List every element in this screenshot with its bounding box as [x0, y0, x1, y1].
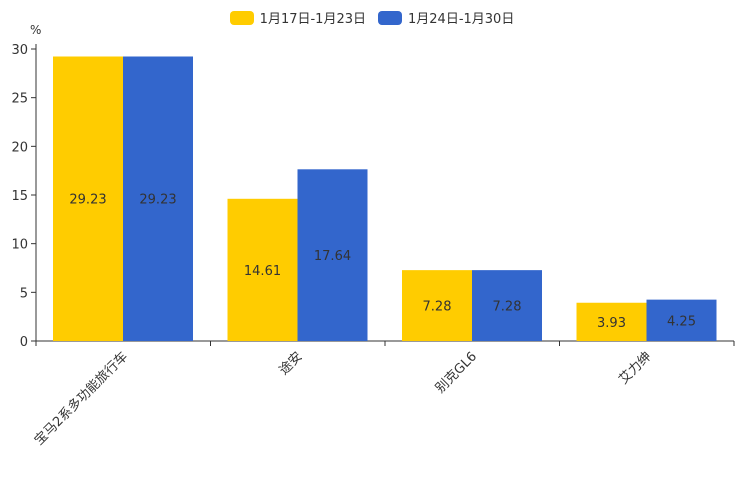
bar-data-label: 14.61 [244, 264, 281, 279]
legend-swatch-series-2 [378, 10, 402, 25]
bar-1 [402, 270, 472, 341]
y-tick-label: 20 [11, 140, 28, 155]
x-tick-label: 艾力绅 [616, 349, 654, 387]
y-tick-label: 0 [20, 335, 28, 350]
bar-data-label: 29.23 [69, 193, 106, 208]
x-tick-label: 途安 [276, 349, 306, 379]
y-tick-label: 10 [11, 238, 28, 253]
legend-swatch-series-1 [229, 10, 254, 25]
legend: 1月17日-1月23日 1月24日-1月30日 [0, 8, 744, 27]
legend-label-series-2: 1月24日-1月30日 [408, 12, 515, 27]
x-tick-label: 别克GL6 [433, 349, 480, 396]
bar-2 [472, 270, 542, 341]
bar-data-label: 17.64 [314, 249, 351, 264]
bar-data-label: 4.25 [667, 314, 696, 329]
bar-2 [297, 169, 368, 341]
bar-data-label: 3.93 [597, 316, 626, 331]
x-tick-label: 宝马2系多功能旅行车 [31, 349, 131, 449]
y-tick-label: 30 [11, 43, 28, 58]
bar-data-label: 7.28 [493, 300, 522, 315]
bar-1 [227, 198, 298, 341]
bar-1 [576, 302, 647, 341]
y-tick-label: 15 [11, 189, 28, 204]
legend-label-series-1: 1月17日-1月23日 [259, 12, 366, 27]
legend-item-series-1[interactable]: 1月17日-1月23日 [229, 8, 366, 27]
bar-2 [123, 56, 193, 342]
bar-2 [646, 299, 717, 341]
y-axis-unit: % [30, 23, 41, 37]
y-tick-label: 25 [11, 92, 28, 107]
bar-data-label: 7.28 [423, 300, 452, 315]
bar-1 [53, 56, 123, 342]
legend-item-series-2[interactable]: 1月24日-1月30日 [378, 8, 514, 27]
bar-data-label: 29.23 [139, 193, 176, 208]
y-tick-label: 5 [20, 286, 28, 301]
